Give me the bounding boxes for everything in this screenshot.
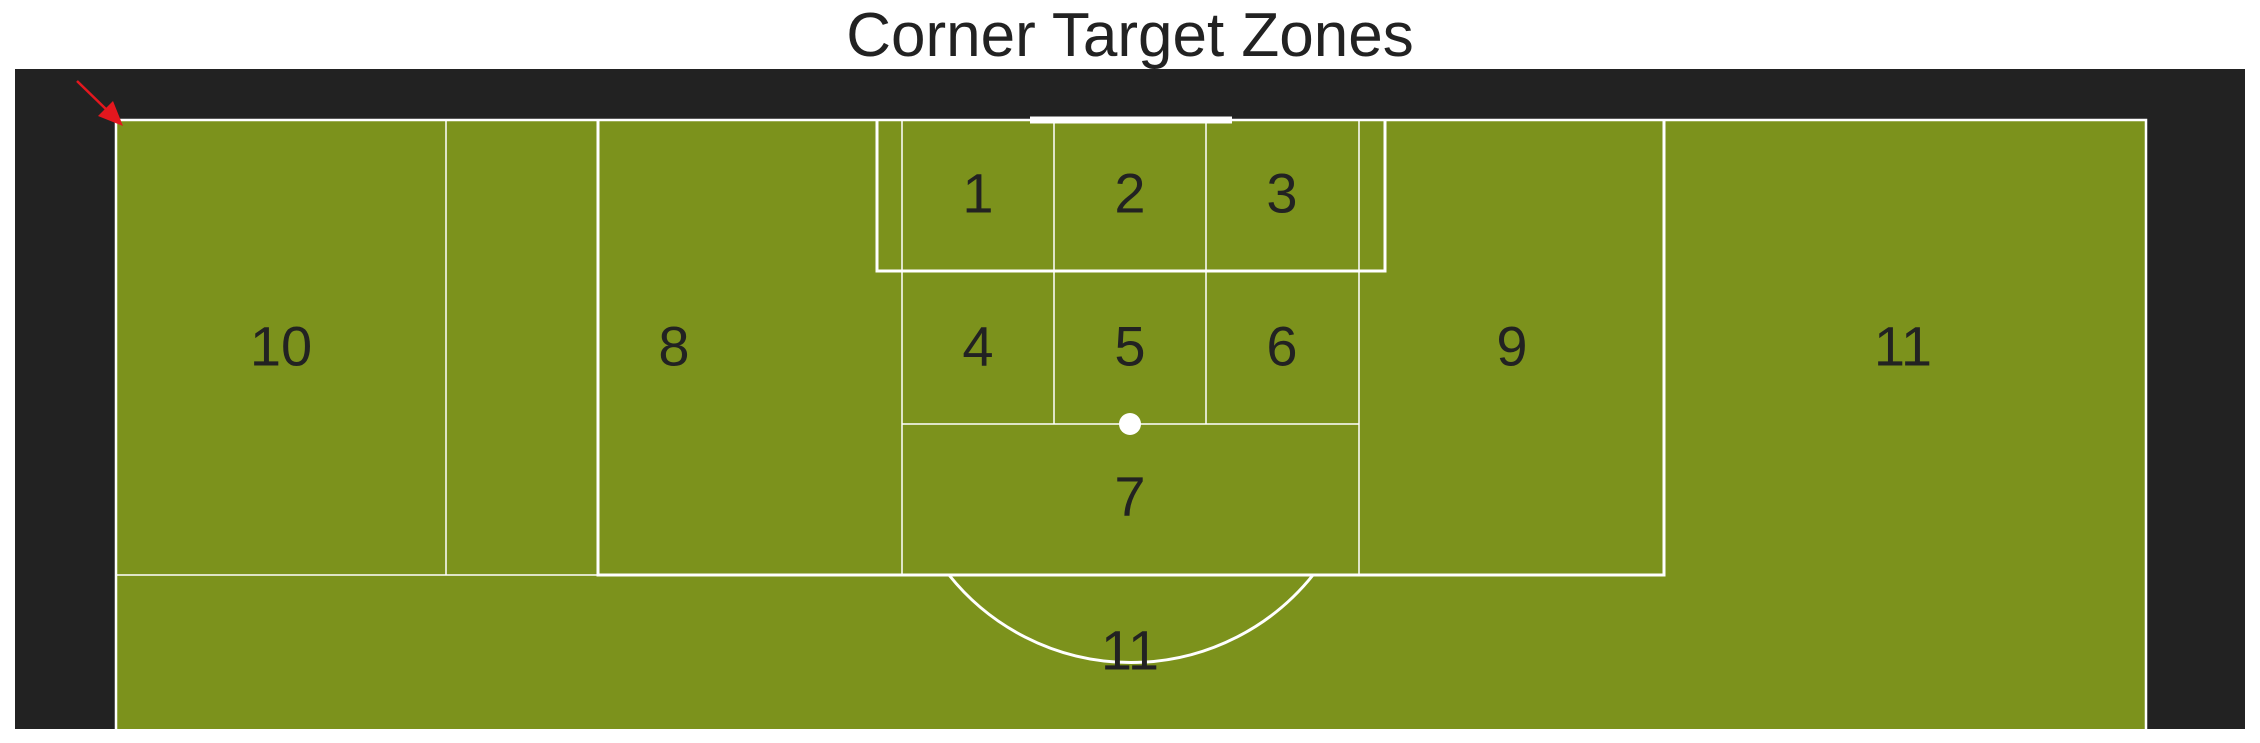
corner-arrow-icon bbox=[76, 80, 123, 126]
zone-label-7: 7 bbox=[1114, 465, 1145, 528]
zone-label-11-right: 11 bbox=[1874, 315, 1932, 378]
penalty-arc-line bbox=[947, 574, 1315, 664]
penalty-spot bbox=[1119, 413, 1141, 435]
zone-label-9: 9 bbox=[1496, 315, 1527, 378]
six-yard-box-line bbox=[875, 120, 1387, 273]
zone-label-10: 10 bbox=[250, 315, 312, 378]
zone-label-8: 8 bbox=[658, 315, 689, 378]
zone-label-1: 1 bbox=[962, 162, 993, 225]
zone-label-2: 2 bbox=[1114, 162, 1145, 225]
penalty-area-line bbox=[596, 120, 1666, 577]
zone-label-6: 6 bbox=[1266, 315, 1297, 378]
zone-label-11-bottom: 11 bbox=[1101, 619, 1159, 682]
zone-label-4: 4 bbox=[962, 315, 993, 378]
diagram-title: Corner Target Zones bbox=[846, 1, 1414, 70]
zone-label-3: 3 bbox=[1266, 162, 1297, 225]
zone-label-5: 5 bbox=[1114, 315, 1145, 378]
